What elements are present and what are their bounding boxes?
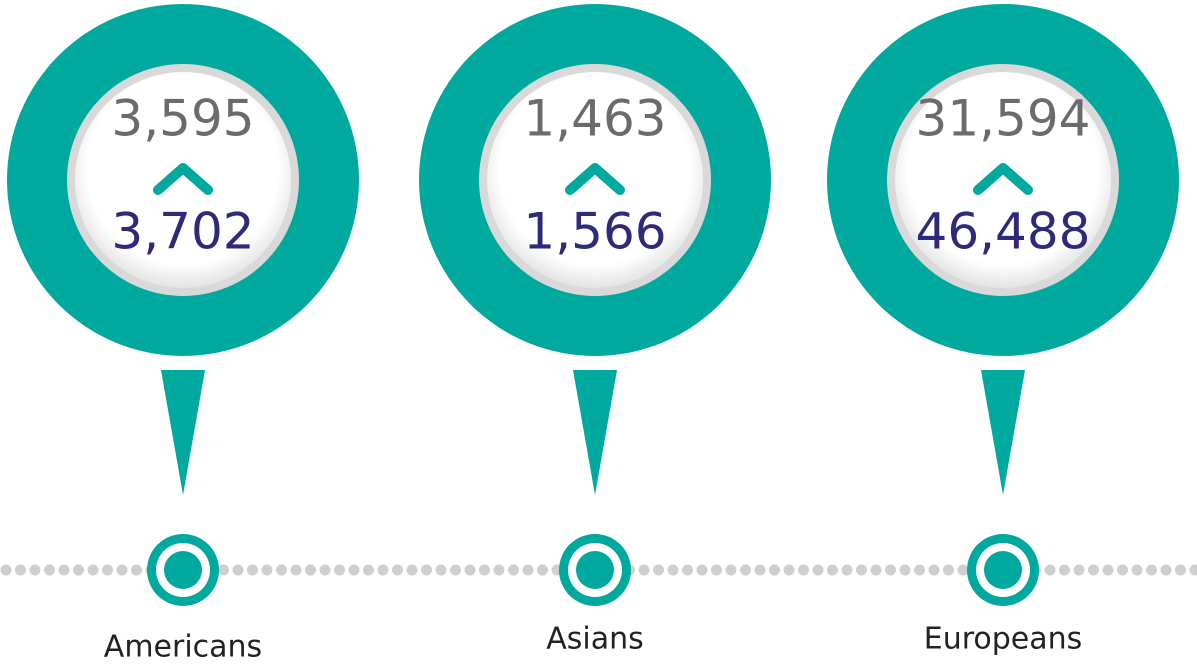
- timeline-dot: [827, 564, 838, 576]
- timeline-dot: [812, 564, 824, 576]
- timeline-dot: [696, 564, 708, 576]
- timeline-dot: [1088, 564, 1099, 576]
- timeline-dot: [1160, 564, 1172, 576]
- timeline-dot: [508, 564, 519, 576]
- before-value: 1,463: [523, 90, 666, 148]
- timeline-dot: [0, 564, 12, 576]
- timeline-dot: [392, 564, 403, 576]
- timeline-dot: [856, 564, 867, 576]
- timeline-dot: [667, 564, 679, 576]
- timeline-dot: [479, 564, 490, 576]
- after-value: 3,702: [111, 203, 254, 261]
- pin-pointer: [573, 370, 617, 495]
- pin-inner: [487, 72, 703, 288]
- timeline-dot: [957, 564, 969, 576]
- timeline-dot: [682, 564, 693, 576]
- pin: 31,594 46,488 Europeans: [827, 4, 1179, 657]
- timeline-dot: [1102, 564, 1114, 576]
- timeline-dot: [493, 564, 505, 576]
- timeline-dot: [1059, 564, 1070, 576]
- timeline-dot: [943, 564, 954, 576]
- pin-pointer: [161, 370, 205, 495]
- timeline-dot: [464, 564, 476, 576]
- timeline-dot: [87, 564, 99, 576]
- timeline-dot: [522, 564, 534, 576]
- timeline-dot: [319, 564, 331, 576]
- timeline-dot: [841, 564, 853, 576]
- timeline-dot: [653, 564, 664, 576]
- pin-pointer: [981, 370, 1025, 495]
- timeline-dot: [334, 564, 345, 576]
- timeline-dot: [1131, 564, 1143, 576]
- timeline-dot: [1189, 564, 1197, 576]
- timeline-dot: [914, 564, 925, 576]
- timeline-dot: [218, 564, 229, 576]
- timeline-dot: [928, 564, 940, 576]
- timeline-dot: [769, 564, 780, 576]
- timeline-dot: [377, 564, 389, 576]
- timeline-dot: [247, 564, 258, 576]
- before-value: 31,594: [916, 90, 1091, 148]
- timeline-dot: [435, 564, 447, 576]
- timeline-dot: [305, 564, 316, 576]
- after-value: 1,566: [523, 203, 666, 261]
- timeline-dot: [537, 564, 548, 576]
- timeline-dot: [363, 564, 374, 576]
- timeline-dot: [1175, 564, 1186, 576]
- timeline-dot: [406, 564, 418, 576]
- timeline-dot: [29, 564, 41, 576]
- timeline-dot: [116, 564, 128, 576]
- marker-dot: [576, 551, 614, 589]
- pin-inner: [75, 72, 291, 288]
- timeline-dot: [348, 564, 360, 576]
- category-label: Europeans: [924, 622, 1083, 657]
- timeline-dot: [15, 564, 26, 576]
- timeline-dot: [885, 564, 896, 576]
- pin: 1,463 1,566 Asians: [419, 4, 771, 657]
- timeline-dot: [740, 564, 751, 576]
- category-label: Asians: [546, 622, 644, 657]
- category-label: Americans: [104, 630, 262, 664]
- timeline-dot: [73, 564, 84, 576]
- timeline-dot: [290, 564, 302, 576]
- timeline-dot: [783, 564, 795, 576]
- increase-chevron: [153, 163, 213, 195]
- pins: 3,595 3,702 Americans 1,463 1,566 Asians 31,59…: [7, 4, 1179, 664]
- increase-chevron: [973, 163, 1033, 195]
- timeline-dot: [276, 564, 287, 576]
- timeline-dot: [1044, 564, 1056, 576]
- increase-chevron: [565, 163, 625, 195]
- pin: 3,595 3,702 Americans: [7, 4, 359, 664]
- after-value: 46,488: [916, 203, 1091, 261]
- timeline-dot: [102, 564, 113, 576]
- timeline-dot: [798, 564, 809, 576]
- timeline-dot: [44, 564, 55, 576]
- timeline-dot: [870, 564, 882, 576]
- timeline-dot: [421, 564, 432, 576]
- timeline-dot: [1117, 564, 1128, 576]
- pin-inner: [895, 72, 1111, 288]
- timeline-dot: [725, 564, 737, 576]
- timeline-dot: [711, 564, 722, 576]
- before-value: 3,595: [111, 90, 254, 148]
- timeline-dot: [58, 564, 70, 576]
- timeline-dot: [754, 564, 766, 576]
- timeline-dot: [899, 564, 911, 576]
- timeline-dot: [131, 564, 142, 576]
- timeline-dot: [261, 564, 273, 576]
- timeline-dot: [1073, 564, 1085, 576]
- timeline-dot: [450, 564, 461, 576]
- timeline-dot: [1146, 564, 1157, 576]
- timeline-dot: [232, 564, 244, 576]
- timeline-dot: [638, 564, 650, 576]
- marker-dot: [984, 551, 1022, 589]
- marker-dot: [164, 551, 202, 589]
